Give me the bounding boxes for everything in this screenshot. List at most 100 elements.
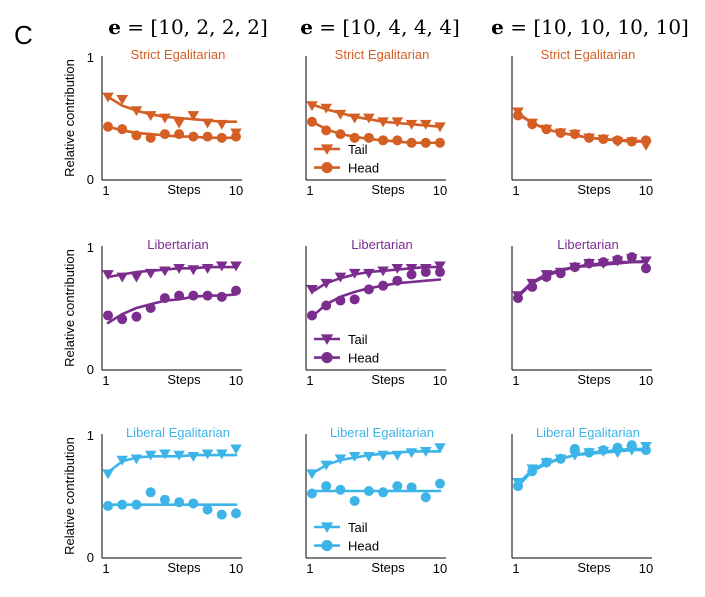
column-title-1-values: = [10, 2, 2, 2]	[121, 15, 268, 39]
subplot-2-2: Libertarian 1 10 Steps Tail Head	[305, 237, 447, 388]
head-data-point	[335, 484, 346, 495]
legend-head-marker	[321, 162, 333, 174]
head-data-point	[584, 258, 595, 269]
head-data-point	[216, 291, 227, 302]
legend-head-marker	[321, 540, 333, 552]
head-data-point	[349, 132, 360, 143]
x-axis-label: Steps	[577, 560, 611, 575]
y-axis-label: Relative contribution	[62, 249, 77, 367]
head-fit-line	[516, 447, 648, 488]
head-data-point	[598, 257, 609, 268]
tail-data-point	[363, 113, 375, 124]
x-tick-label: 10	[639, 183, 653, 198]
head-data-point	[555, 453, 566, 464]
head-data-point	[307, 116, 317, 127]
tail-data-point	[405, 119, 418, 130]
head-data-point	[435, 267, 445, 278]
head-data-point	[555, 127, 566, 138]
x-tick-label: 10	[433, 561, 447, 576]
x-tick-label: 1	[512, 373, 519, 388]
head-data-point	[174, 290, 185, 301]
head-data-point	[321, 125, 332, 136]
tail-data-point	[187, 451, 200, 462]
head-data-point	[307, 310, 317, 321]
tail-data-point	[159, 266, 171, 277]
head-data-point	[103, 121, 113, 132]
x-tick-label: 10	[639, 373, 653, 388]
legend-head-label: Head	[348, 351, 379, 366]
head-data-point	[513, 293, 523, 304]
head-data-point	[117, 124, 128, 135]
head-data-point	[626, 252, 637, 263]
head-data-point	[131, 311, 142, 322]
subplot-title: Liberal Egalitarian	[126, 425, 230, 440]
tail-data-point	[434, 261, 446, 272]
legend-tail-label: Tail	[348, 520, 368, 535]
head-data-point	[202, 504, 213, 515]
tail-data-point	[187, 265, 200, 276]
tail-data-point	[377, 266, 389, 277]
y-tick-label: 1	[87, 428, 94, 443]
tail-data-point	[201, 263, 214, 274]
y-tick-label: 1	[87, 50, 94, 65]
tail-data-point	[348, 113, 361, 124]
tail-fit-line	[106, 265, 238, 279]
head-fit-line	[516, 260, 648, 299]
head-data-point	[598, 445, 609, 456]
tail-data-point	[334, 454, 347, 465]
head-data-point	[527, 466, 538, 477]
head-data-point	[541, 124, 552, 135]
tail-data-point	[391, 450, 404, 461]
tail-data-point	[144, 450, 157, 461]
head-data-point	[216, 132, 227, 143]
tail-fit-line	[106, 453, 238, 474]
head-data-point	[188, 290, 199, 301]
subplot-3-2: Liberal Egalitarian 1 10 Steps Tail Head	[305, 425, 447, 576]
head-data-point	[541, 457, 552, 468]
tail-data-point	[348, 451, 361, 462]
subplot-title: Strict Egalitarian	[335, 47, 430, 62]
head-data-point	[335, 295, 346, 306]
tail-data-point	[116, 272, 129, 283]
subplot-1-3: Strict Egalitarian 1 10 Steps	[511, 47, 653, 198]
y-axis-label: Relative contribution	[62, 437, 77, 555]
x-axis-label: Steps	[167, 560, 201, 575]
head-data-point	[392, 481, 403, 492]
head-data-point	[131, 130, 142, 141]
tail-data-point	[130, 454, 143, 465]
tail-fit-line	[106, 95, 238, 123]
head-data-point	[406, 269, 417, 280]
head-data-point	[584, 132, 595, 143]
head-data-point	[598, 134, 609, 145]
tail-fit-line	[310, 265, 442, 294]
tail-data-point	[116, 455, 129, 466]
tail-fit-line	[310, 450, 442, 475]
head-data-point	[612, 442, 623, 453]
head-data-point	[435, 137, 445, 148]
head-data-point	[569, 443, 580, 454]
head-data-point	[420, 492, 431, 503]
head-fit-line	[310, 278, 442, 318]
tail-data-point	[144, 268, 157, 279]
head-data-point	[626, 440, 637, 451]
column-title-2-values: = [10, 4, 4, 4]	[313, 15, 460, 39]
tail-data-point	[377, 117, 389, 128]
column-title-2: e = [10, 4, 4, 4]	[300, 15, 460, 39]
subplot-title: Liberal Egalitarian	[330, 425, 434, 440]
tail-data-point	[230, 444, 242, 455]
x-tick-label: 10	[229, 183, 243, 198]
tail-data-point	[306, 285, 318, 295]
tail-data-point	[130, 106, 143, 117]
head-data-point	[420, 137, 431, 148]
head-data-point	[527, 281, 538, 292]
legend-head-label: Head	[348, 161, 379, 176]
head-data-point	[378, 487, 389, 498]
column-title-3: e = [10, 10, 10, 10]	[491, 15, 689, 39]
subplot-title: Libertarian	[147, 237, 208, 252]
head-data-point	[349, 495, 360, 506]
head-data-point	[202, 290, 213, 301]
tail-data-point	[230, 261, 242, 272]
head-data-point	[420, 267, 431, 278]
